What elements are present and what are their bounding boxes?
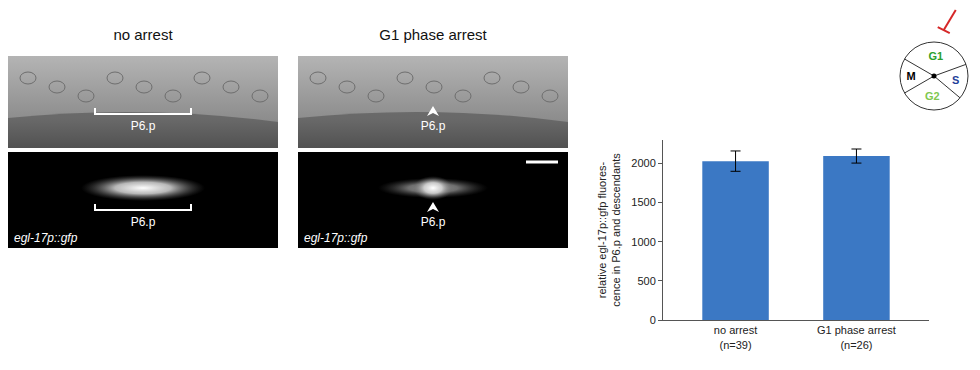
svg-text:P6.p: P6.p (421, 215, 446, 229)
svg-text:P6.p: P6.p (131, 119, 156, 133)
svg-text:P6.p: P6.p (421, 119, 446, 133)
svg-text:no arrest: no arrest (113, 26, 173, 43)
svg-text:G2: G2 (925, 90, 940, 102)
svg-text:0: 0 (650, 314, 656, 326)
svg-text:G1: G1 (928, 50, 943, 62)
svg-text:egl-17p::gfp: egl-17p::gfp (304, 231, 368, 245)
svg-text:no arrest(n=39): no arrest(n=39) (714, 324, 757, 350)
svg-text:500: 500 (637, 275, 655, 287)
svg-text:2000: 2000 (631, 157, 655, 169)
svg-text:1000: 1000 (631, 236, 655, 248)
svg-text:S: S (952, 74, 959, 86)
svg-text:relative egl-17p::gfp fluores-: relative egl-17p::gfp fluores-cence in P… (596, 153, 622, 307)
svg-text:egl-17p::gfp: egl-17p::gfp (14, 231, 78, 245)
svg-text:M: M (906, 70, 915, 82)
svg-text:P6.p: P6.p (131, 215, 156, 229)
svg-text:1500: 1500 (631, 196, 655, 208)
svg-text:G1 phase arrest(n=26): G1 phase arrest(n=26) (817, 324, 896, 350)
svg-text:G1 phase arrest: G1 phase arrest (379, 26, 487, 43)
